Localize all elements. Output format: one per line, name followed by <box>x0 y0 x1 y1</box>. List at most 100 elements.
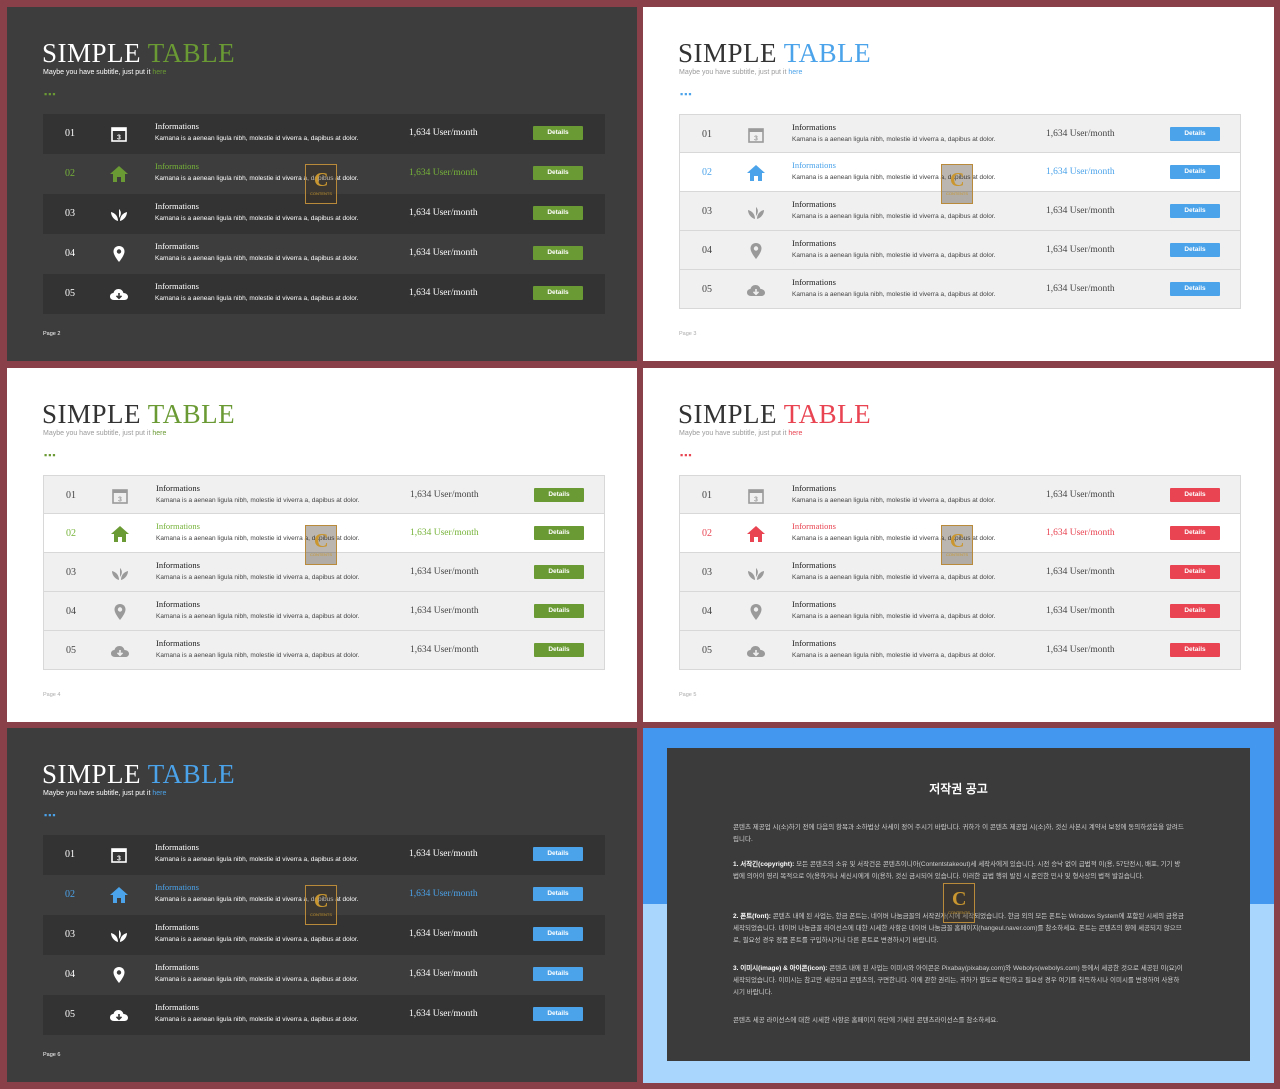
details-button[interactable]: Details <box>1170 127 1220 141</box>
row-title: Informations <box>155 241 199 251</box>
row-users: 1,634 User/month <box>1046 645 1115 655</box>
details-button[interactable]: Details <box>533 206 583 220</box>
row-title: Informations <box>155 121 199 131</box>
slide-subtitle: Maybe you have subtitle, just put it her… <box>679 430 802 437</box>
table-row: 05 Informations Kamana is a aenean ligula … <box>43 995 605 1035</box>
row-info: Informations Kamana is a aenean ligula ni… <box>792 483 995 504</box>
copyright-notice-slide: 저작권 공고 콘텐츠 제공업 시(소)하기 전에 다음의 항목과 소하법상 사세… <box>643 728 1274 1083</box>
details-button[interactable]: Details <box>1170 165 1220 179</box>
details-button[interactable]: Details <box>533 887 583 901</box>
details-button[interactable]: Details <box>533 967 583 981</box>
details-button[interactable]: Details <box>533 847 583 861</box>
row-description: Kamana is a aenean ligula nibh, molestie… <box>155 255 359 262</box>
details-button[interactable]: Details <box>534 643 584 657</box>
table-slide-3: SIMPLE TABLE Maybe you have subtitle, jus… <box>643 7 1274 361</box>
accent-dots: ▪▪▪ <box>680 89 693 99</box>
row-users: 1,634 User/month <box>1046 284 1115 294</box>
details-button[interactable]: Details <box>533 246 583 260</box>
details-button[interactable]: Details <box>533 1007 583 1021</box>
slide-title: SIMPLE TABLE <box>678 38 871 69</box>
notice-paragraph-3-body: 콘텐츠 내에 된 사업는 이미시와 아이콘은 Pixabay(pixabay.c… <box>733 965 1183 996</box>
details-button[interactable]: Details <box>1170 204 1220 218</box>
home-icon <box>746 524 766 544</box>
row-title: Informations <box>792 483 836 493</box>
subtitle-link[interactable]: here <box>152 790 167 797</box>
title-main: SIMPLE <box>42 399 142 429</box>
row-info: Informations Kamana is a aenean ligula ni… <box>155 882 358 903</box>
details-button[interactable]: Details <box>1170 643 1220 657</box>
details-button[interactable]: Details <box>1170 243 1220 257</box>
row-info: Informations Kamana is a aenean ligula ni… <box>792 277 995 298</box>
subtitle-link[interactable]: here <box>152 69 167 76</box>
row-description: Kamana is a aenean ligula nibh, molestie… <box>155 135 359 142</box>
row-number: 05 <box>66 645 76 656</box>
row-users: 1,634 User/month <box>410 567 479 577</box>
svg-text:3: 3 <box>754 497 758 504</box>
watermark-letter: C <box>314 530 329 552</box>
row-title: Informations <box>156 599 200 609</box>
details-button[interactable]: Details <box>1170 526 1220 540</box>
notice-paragraph-2-head: 2. 폰트(font): <box>733 913 771 920</box>
title-accent: TABLE <box>147 399 236 429</box>
notice-paragraph-2-body: 콘텐츠 내에 된 사업는, 한금 폰트는, 네이버 나눔금꼴의 서작권자(시에 … <box>733 913 1184 944</box>
row-info: Informations Kamana is a aenean ligula ni… <box>155 922 358 943</box>
row-description: Kamana is a aenean ligula nibh, molestie… <box>792 252 996 259</box>
details-button[interactable]: Details <box>533 927 583 941</box>
table-row: 04 Informations Kamana is a aenean ligula … <box>679 592 1241 631</box>
details-button[interactable]: Details <box>534 488 584 502</box>
row-title: Informations <box>155 161 199 171</box>
calendar-icon: 3 <box>109 845 129 865</box>
row-users: 1,634 User/month <box>1046 245 1115 255</box>
details-button[interactable]: Details <box>1170 604 1220 618</box>
details-button[interactable]: Details <box>1170 488 1220 502</box>
table-row: 01 3 Informations Kamana is a aenean ligula… <box>43 835 605 875</box>
row-description: Kamana is a aenean ligula nibh, molestie… <box>156 535 360 542</box>
slide-title: SIMPLE TABLE <box>42 38 235 69</box>
row-number: 01 <box>65 849 75 860</box>
details-button[interactable]: Details <box>534 565 584 579</box>
row-title: Informations <box>792 199 836 209</box>
details-button[interactable]: Details <box>533 166 583 180</box>
svg-text:3: 3 <box>117 856 121 863</box>
notice-outro: 콘텐츠 세공 라이선스에 대한 시세한 사항은 홈페이지 하단에 기세된 콘텐츠… <box>733 1017 999 1024</box>
slide-subtitle: Maybe you have subtitle, just put it her… <box>679 69 802 76</box>
calendar-icon: 3 <box>746 486 766 506</box>
row-number: 04 <box>702 245 712 256</box>
row-info: Informations Kamana is a aenean ligula ni… <box>156 521 359 542</box>
details-button[interactable]: Details <box>1170 282 1220 296</box>
details-button[interactable]: Details <box>534 604 584 618</box>
leaf-icon <box>746 563 766 583</box>
row-users: 1,634 User/month <box>1046 129 1115 139</box>
row-users: 1,634 User/month <box>410 528 479 538</box>
details-button[interactable]: Details <box>533 286 583 300</box>
row-title: Informations <box>792 122 836 132</box>
subtitle-text: Maybe you have subtitle, just put it <box>43 69 151 76</box>
row-number: 01 <box>65 128 75 139</box>
row-users: 1,634 User/month <box>1046 567 1115 577</box>
subtitle-link[interactable]: here <box>152 430 167 437</box>
row-info: Informations Kamana is a aenean ligula ni… <box>155 121 358 142</box>
row-info: Informations Kamana is a aenean ligula ni… <box>792 560 995 581</box>
row-title: Informations <box>156 521 200 531</box>
row-users: 1,634 User/month <box>409 849 478 859</box>
details-button[interactable]: Details <box>533 126 583 140</box>
watermark-text: CONTENTS <box>310 191 332 196</box>
location-pin-icon <box>109 244 129 264</box>
details-button[interactable]: Details <box>1170 565 1220 579</box>
subtitle-text: Maybe you have subtitle, just put it <box>679 430 787 437</box>
row-number: 04 <box>65 248 75 259</box>
table-row: 02 Informations Kamana is a aenean ligula … <box>43 514 605 553</box>
row-users: 1,634 User/month <box>409 1009 478 1019</box>
row-title: Informations <box>156 560 200 570</box>
subtitle-link[interactable]: here <box>788 69 803 76</box>
slide-subtitle: Maybe you have subtitle, just put it her… <box>43 69 166 76</box>
page-number: Page 5 <box>679 692 697 698</box>
watermark-letter: C <box>314 169 329 191</box>
row-description: Kamana is a aenean ligula nibh, molestie… <box>155 215 359 222</box>
table-slide-6: SIMPLE TABLE Maybe you have subtitle, jus… <box>7 728 637 1082</box>
calendar-icon: 3 <box>110 486 130 506</box>
table-row: 01 3 Informations Kamana is a aenean ligula… <box>679 475 1241 514</box>
details-button[interactable]: Details <box>534 526 584 540</box>
row-title: Informations <box>155 1002 199 1012</box>
subtitle-link[interactable]: here <box>788 430 803 437</box>
